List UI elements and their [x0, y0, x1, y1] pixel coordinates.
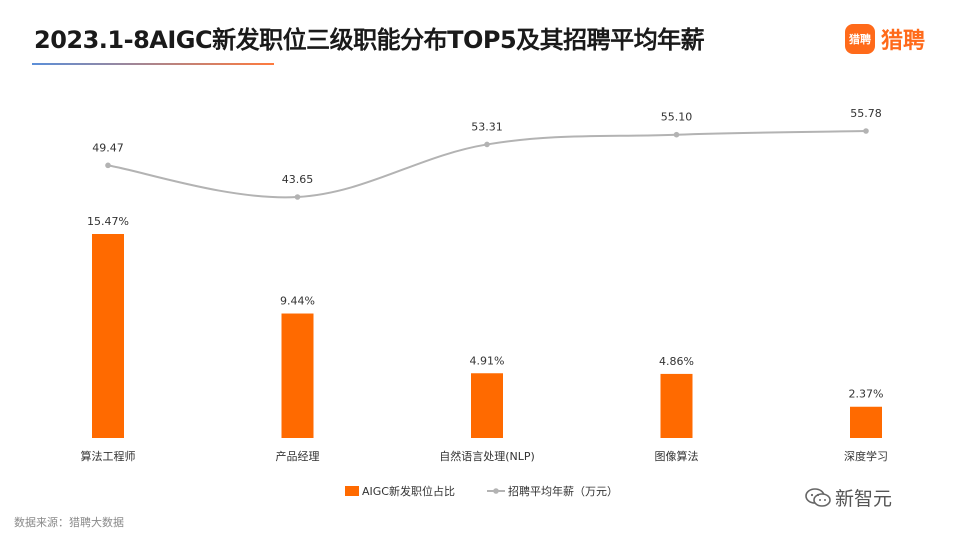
salary-data-label: 55.78 — [850, 107, 882, 120]
bar — [92, 234, 124, 438]
bar — [281, 313, 314, 438]
salary-line — [107, 130, 867, 199]
bar-data-label: 4.86% — [659, 355, 694, 368]
liepin-logo-text: 猎聘 — [881, 29, 926, 54]
legend-line-marker — [493, 488, 499, 494]
salary-data-label: 53.31 — [471, 120, 503, 133]
bar-data-label: 15.47% — [87, 215, 129, 228]
x-tick-label: 图像算法 — [655, 449, 699, 463]
x-tick-label: 产品经理 — [276, 449, 320, 463]
bar-data-label: 4.91% — [470, 354, 505, 367]
watermark: 新智元 — [805, 484, 892, 511]
x-tick-label: 算法工程师 — [81, 449, 136, 463]
title-underline — [32, 63, 274, 65]
wechat-icon — [805, 487, 831, 508]
x-tick-label: 深度学习 — [844, 449, 888, 463]
salary-point — [294, 194, 301, 200]
x-tick-label: 自然语言处理(NLP) — [439, 449, 535, 463]
legend-bar-label: AIGC新发职位占比 — [362, 484, 455, 498]
legend-bar-swatch — [345, 486, 359, 496]
liepin-logo: 猎聘 猎聘 — [845, 23, 925, 55]
legend-line-label: 招聘平均年薪（万元） — [508, 484, 618, 498]
bar — [471, 373, 503, 438]
bar — [660, 373, 693, 438]
liepin-logo-icon: 猎聘 — [845, 24, 875, 54]
salary-data-label: 43.65 — [282, 173, 314, 186]
salary-point — [863, 128, 869, 134]
salary-data-label: 55.10 — [661, 111, 693, 124]
bar — [850, 406, 882, 438]
chart-title: 2023.1-8AIGC新发职位三级职能分布TOP5及其招聘平均年薪 — [34, 26, 705, 54]
watermark-text: 新智元 — [835, 488, 893, 510]
salary-point — [673, 131, 680, 138]
bar-data-label: 2.37% — [849, 388, 884, 401]
data-source-note: 数据来源：猎聘大数据 — [14, 516, 124, 529]
salary-data-label: 49.47 — [92, 141, 124, 154]
salary-point — [105, 162, 111, 169]
bar-data-label: 9.44% — [280, 295, 315, 308]
salary-point — [484, 141, 490, 148]
